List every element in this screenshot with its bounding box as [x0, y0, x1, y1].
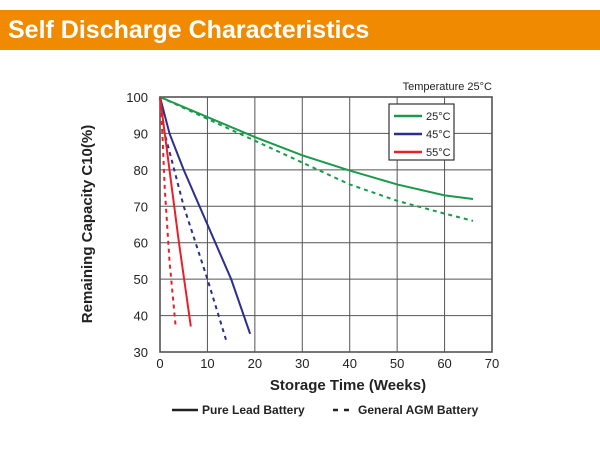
x-tick-label: 10	[200, 356, 214, 371]
x-axis-label: Storage Time (Weeks)	[270, 377, 426, 394]
x-tick-label: 70	[485, 356, 499, 371]
legend-box	[388, 103, 455, 161]
style-legend-label: Pure Lead Battery	[202, 403, 305, 417]
y-tick-label: 50	[134, 272, 148, 287]
series-line-25c-pure-lead	[159, 96, 474, 200]
x-tick-label: 20	[248, 356, 262, 371]
series-line-25c-agm	[159, 96, 474, 222]
style-legend-label: General AGM Battery	[358, 403, 479, 417]
series-line-55c-agm	[159, 96, 177, 327]
y-tick-label: 80	[134, 163, 148, 178]
series-line-45c-pure-lead	[159, 96, 252, 335]
legend-label: 25°C	[426, 111, 451, 123]
y-tick-label: 60	[134, 236, 148, 251]
page-title: Self Discharge Characteristics	[0, 10, 600, 50]
x-tick-label: 40	[342, 356, 356, 371]
x-tick-label: 30	[295, 356, 309, 371]
legend-label: 45°C	[426, 129, 451, 141]
x-tick-label: 0	[156, 356, 163, 371]
y-tick-label: 90	[134, 126, 148, 141]
x-tick-label: 60	[437, 356, 451, 371]
series-line-55c-pure-lead	[159, 96, 192, 327]
y-tick-label: 70	[134, 199, 148, 214]
y-tick-label: 30	[134, 345, 148, 360]
legend-label: 55°C	[426, 147, 451, 159]
y-tick-label: 40	[134, 309, 148, 324]
y-tick-label: 100	[126, 90, 148, 105]
y-axis-label: Remaining Capacity C10(%)	[79, 125, 96, 323]
x-tick-label: 50	[390, 356, 404, 371]
temperature-annotation: Temperature 25°C	[403, 81, 492, 93]
